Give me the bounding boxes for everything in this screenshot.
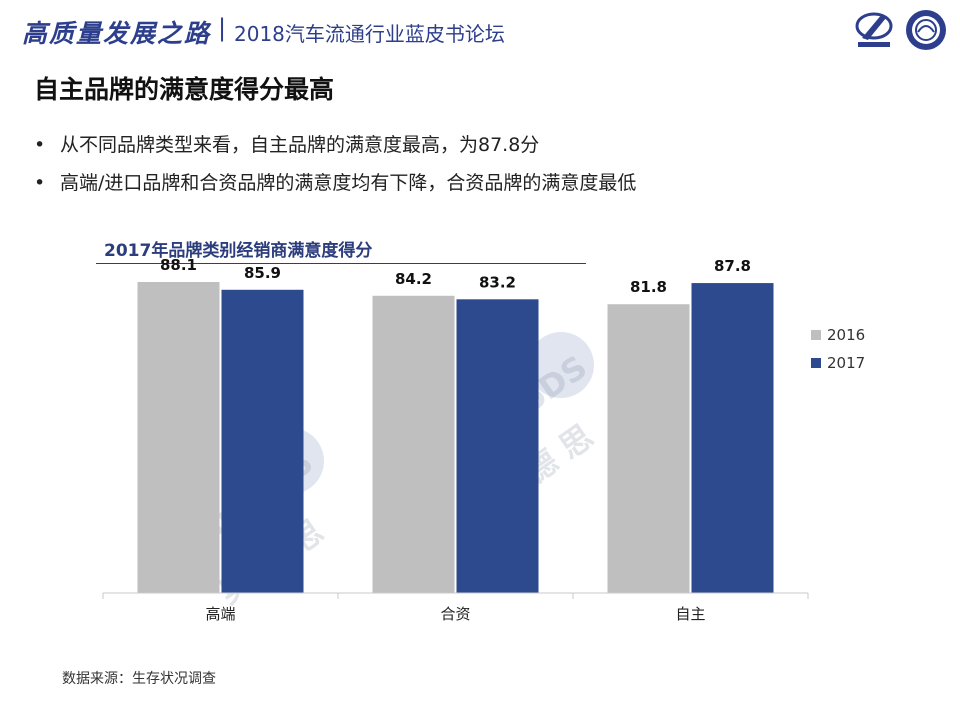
header-calligraphy-title: 高质量发展之路	[22, 19, 212, 48]
bar-2017-2	[691, 283, 774, 593]
data-source-note: 数据来源：生存状况调查	[62, 671, 216, 687]
bullet-marker: •	[34, 172, 46, 194]
data-label: 83.2	[479, 273, 516, 291]
data-label: 88.1	[160, 256, 197, 274]
chart-title: 2017年品牌类别经销商满意度得分	[104, 241, 373, 261]
association-seal-icon	[906, 10, 946, 50]
legend-swatch-2016	[811, 330, 821, 340]
bar-2016-0	[137, 282, 220, 593]
legend-label: 2016	[827, 326, 865, 344]
data-label: 87.8	[714, 257, 751, 275]
data-label: 84.2	[395, 270, 432, 288]
bullet-text: 高端/进口品牌和合资品牌的满意度均有下降，合资品牌的满意度最低	[60, 172, 637, 194]
data-label: 85.9	[244, 264, 281, 282]
bar-2017-1	[456, 299, 539, 593]
x-tick-label: 高端	[205, 605, 235, 623]
chart-title-underline	[96, 263, 586, 264]
data-label: 81.8	[630, 278, 667, 296]
legend-label: 2017	[827, 354, 865, 372]
bullet-list: • 从不同品牌类型来看，自主品牌的满意度最高，为87.8分 • 高端/进口品牌和合资…	[34, 132, 636, 208]
bullet-item: • 高端/进口品牌和合资品牌的满意度均有下降，合资品牌的满意度最低	[34, 170, 636, 208]
bullet-item: • 从不同品牌类型来看，自主品牌的满意度最高，为87.8分	[34, 132, 636, 170]
header-subtitle: 2018汽车流通行业蓝皮书论坛	[234, 22, 505, 46]
x-tick-label: 自主	[675, 605, 705, 623]
bar-2016-1	[372, 295, 455, 593]
cada-logo-icon	[855, 12, 893, 47]
legend-swatch-2017	[811, 358, 821, 368]
bullet-marker: •	[34, 134, 46, 156]
x-tick-label: 合资	[440, 605, 470, 623]
bar-2016-2	[607, 304, 690, 593]
page-title: 自主品牌的满意度得分最高	[34, 75, 335, 104]
bar-2017-0	[221, 289, 304, 593]
bullet-text: 从不同品牌类型来看，自主品牌的满意度最高，为87.8分	[60, 134, 540, 156]
header-separator: |	[218, 14, 227, 42]
watermark-circle	[528, 332, 594, 398]
